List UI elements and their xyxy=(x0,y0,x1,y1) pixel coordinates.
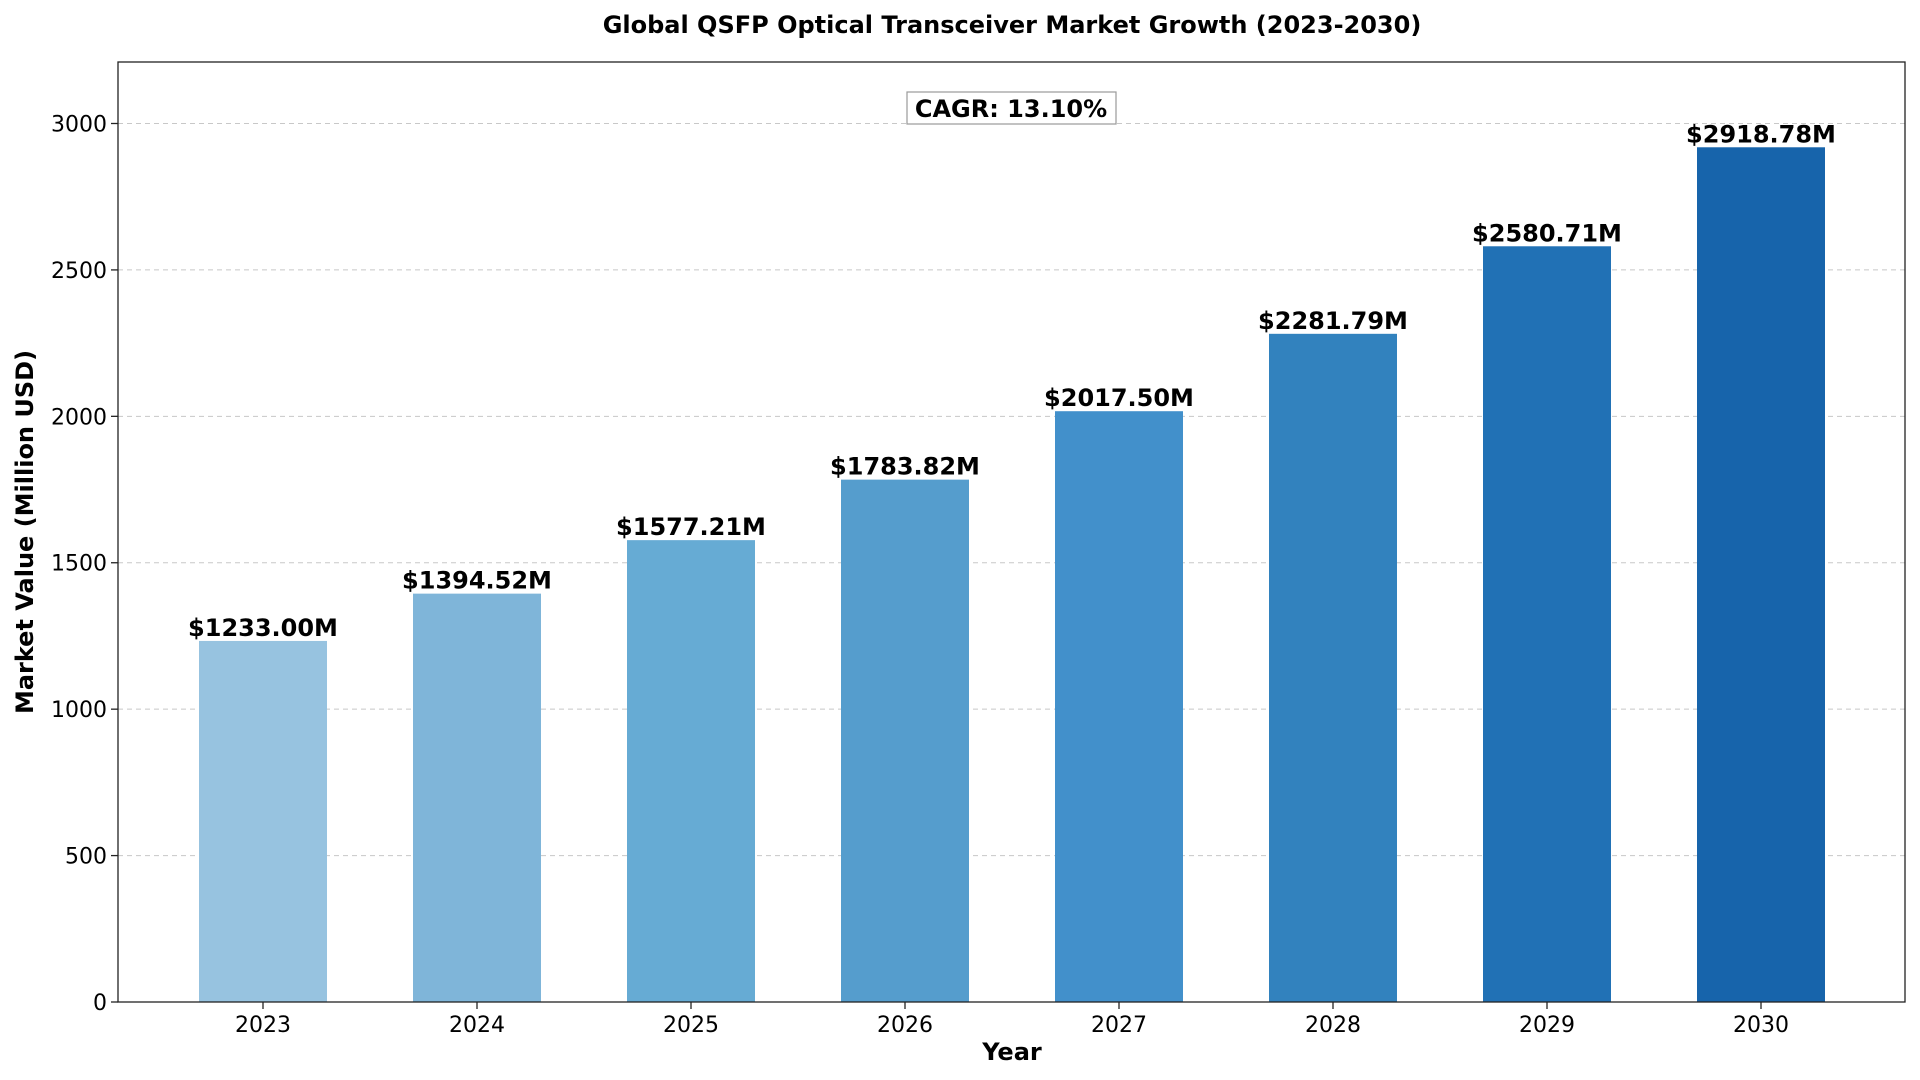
y-tick-label: 1500 xyxy=(51,552,107,577)
bar-2030 xyxy=(1697,147,1825,1003)
gridlines xyxy=(118,122,1905,857)
x-tick-label-2024: 2024 xyxy=(449,1013,505,1038)
bar-value-label-2024: $1394.52M xyxy=(402,567,552,595)
y-tick-label: 1000 xyxy=(51,698,107,723)
x-tick-label-2028: 2028 xyxy=(1305,1013,1361,1038)
bar-value-labels: $1233.00M $1394.52M $1577.21M $1783.82M $201… xyxy=(188,120,1836,642)
bars xyxy=(199,147,1825,1003)
x-tick-label-2030: 2030 xyxy=(1733,1013,1789,1038)
cagr-annotation-text: CAGR: 13.10% xyxy=(915,95,1107,123)
x-tick-label-2027: 2027 xyxy=(1091,1013,1147,1038)
y-tick-label: 500 xyxy=(65,845,107,870)
chart-title: Global QSFP Optical Transceiver Market G… xyxy=(603,11,1422,39)
y-axis-label: Market Value (Million USD) xyxy=(11,350,39,714)
bar-2024 xyxy=(413,593,541,1002)
bar-value-label-2025: $1577.21M xyxy=(616,513,766,541)
x-tick-label-2029: 2029 xyxy=(1519,1013,1575,1038)
bar-2029 xyxy=(1483,246,1611,1002)
x-tick-label-2023: 2023 xyxy=(235,1013,291,1038)
bar-2026 xyxy=(841,479,969,1002)
x-axis-ticks: 2023 2024 2025 2026 2027 2028 2029 2030 xyxy=(235,1002,1789,1038)
bar-2028 xyxy=(1269,333,1397,1003)
bar-2025 xyxy=(627,540,755,1002)
cagr-annotation-box xyxy=(906,91,1117,125)
y-tick-label: 0 xyxy=(93,991,107,1016)
bar-value-label-2028: $2281.79M xyxy=(1258,307,1408,335)
x-tick-label-2026: 2026 xyxy=(877,1013,933,1038)
bar-value-label-2023: $1233.00M xyxy=(188,614,338,642)
y-tick-label: 2000 xyxy=(51,405,107,430)
y-axis-ticks: 0 500 1000 1500 2000 2500 3000 xyxy=(51,112,118,1016)
cagr-annotation: CAGR: 13.10% xyxy=(906,91,1117,125)
x-tick-label-2025: 2025 xyxy=(663,1013,719,1038)
x-axis-label: Year xyxy=(981,1038,1042,1066)
y-tick-label: 3000 xyxy=(51,112,107,137)
plot-frame xyxy=(117,61,1906,1003)
bar-2023 xyxy=(199,640,327,1002)
bar-value-label-2027: $2017.50M xyxy=(1044,384,1194,412)
y-tick-label: 2500 xyxy=(51,259,107,284)
bar-value-label-2029: $2580.71M xyxy=(1472,219,1622,247)
bar-value-label-2026: $1783.82M xyxy=(830,453,980,481)
bar-2027 xyxy=(1055,411,1183,1003)
bar-value-label-2030: $2918.78M xyxy=(1686,120,1836,148)
